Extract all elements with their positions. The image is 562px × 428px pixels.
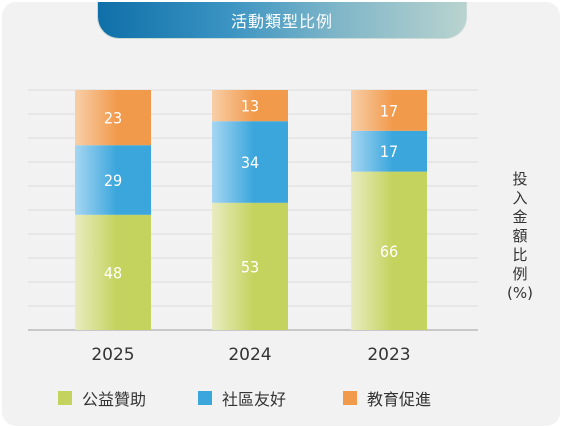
- bar-segment: [212, 90, 288, 122]
- chart-legend: 公益贊助 社區友好 教育促進: [0, 386, 562, 412]
- data-label: 66: [380, 242, 398, 261]
- data-label: 53: [241, 257, 259, 276]
- data-label: 23: [104, 109, 122, 128]
- legend-item-education: 教育促進: [343, 386, 431, 410]
- bar-segment: [351, 90, 427, 131]
- legend-item-community: 社區友好: [198, 386, 286, 410]
- bar-segment: [351, 171, 427, 330]
- legend-item-public-welfare: 公益贊助: [58, 386, 146, 410]
- legend-swatch: [198, 391, 212, 405]
- bar-segment: [212, 202, 288, 330]
- bar-segment: [351, 130, 427, 172]
- y-axis-label-char: 投: [512, 170, 528, 188]
- legend-swatch: [58, 391, 72, 405]
- y-axis-label-char: 比: [512, 246, 528, 264]
- data-label: 13: [241, 97, 259, 116]
- y-axis-label-char: (%): [507, 284, 533, 302]
- data-label: 17: [380, 101, 398, 120]
- bar-segment: [75, 214, 151, 330]
- data-label: 34: [241, 153, 259, 172]
- bar-segment: [212, 121, 288, 203]
- bar-segment: [75, 145, 151, 215]
- data-label: 29: [104, 171, 122, 190]
- legend-label: 社區友好: [222, 390, 287, 409]
- legend-label: 教育促進: [367, 390, 432, 409]
- data-label: 48: [104, 263, 122, 282]
- y-axis-label: 投 入 金 額 比 例 (%): [500, 170, 540, 303]
- x-tick-label: 2023: [367, 345, 410, 365]
- data-label: 17: [380, 142, 398, 161]
- chart-title-tab: 活動類型比例: [97, 2, 467, 39]
- x-tick-label: 2025: [91, 345, 134, 365]
- x-tick-label: 2024: [228, 345, 271, 365]
- legend-swatch: [343, 391, 357, 405]
- y-axis-label-char: 入: [512, 189, 528, 207]
- y-axis-label-char: 金: [512, 208, 528, 226]
- chart-title: 活動類型比例: [230, 12, 333, 31]
- y-axis-label-char: 例: [512, 265, 528, 283]
- y-axis-label-char: 額: [512, 227, 528, 245]
- bar-segment: [75, 90, 151, 146]
- legend-label: 公益贊助: [82, 390, 147, 409]
